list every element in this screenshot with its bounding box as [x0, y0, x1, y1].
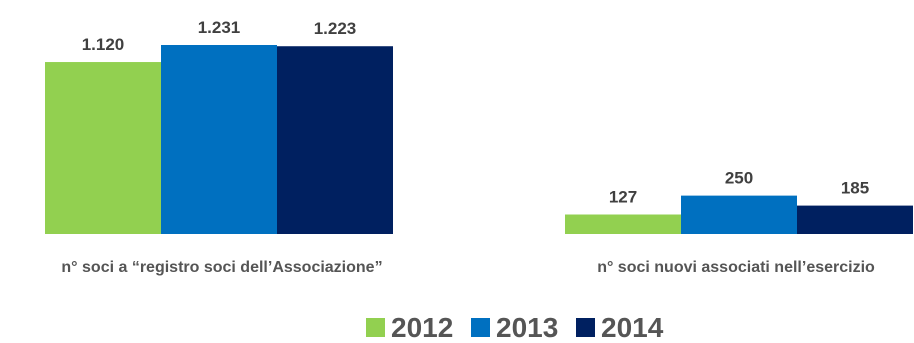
bar-2012-cat2: [565, 214, 681, 234]
legend-label-2014: 2014: [601, 312, 664, 343]
bar-2014-cat2: [797, 205, 913, 234]
legend-swatch-2013: [471, 318, 490, 337]
category-labels-layer: n° soci a “registro soci dell’Associazio…: [61, 259, 875, 276]
legend-swatch-2012: [366, 318, 385, 337]
bars-layer: [45, 45, 913, 235]
legend-label-2013: 2013: [496, 312, 558, 343]
category-label-1: n° soci a “registro soci dell’Associazio…: [61, 259, 382, 276]
bar-2012-cat1: [45, 62, 161, 235]
legend-swatch-2014: [576, 318, 595, 337]
data-label-2014-cat1: 1.223: [314, 19, 357, 38]
data-label-2012-cat2: 127: [609, 188, 637, 207]
data-label-2013-cat2: 250: [725, 169, 753, 188]
category-label-2: n° soci nuovi associati nell’esercizio: [597, 259, 875, 276]
bar-2013-cat1: [161, 45, 277, 234]
legend: 2012 2013 2014: [366, 312, 664, 343]
data-labels-layer: 1.120 1.231 1.223 127 250 185: [82, 18, 869, 207]
bar-2013-cat2: [681, 195, 797, 234]
data-label-2014-cat2: 185: [841, 179, 869, 198]
legend-label-2012: 2012: [391, 312, 453, 343]
bar-2014-cat1: [277, 46, 393, 234]
data-label-2012-cat1: 1.120: [82, 35, 125, 54]
data-label-2013-cat1: 1.231: [198, 18, 241, 37]
